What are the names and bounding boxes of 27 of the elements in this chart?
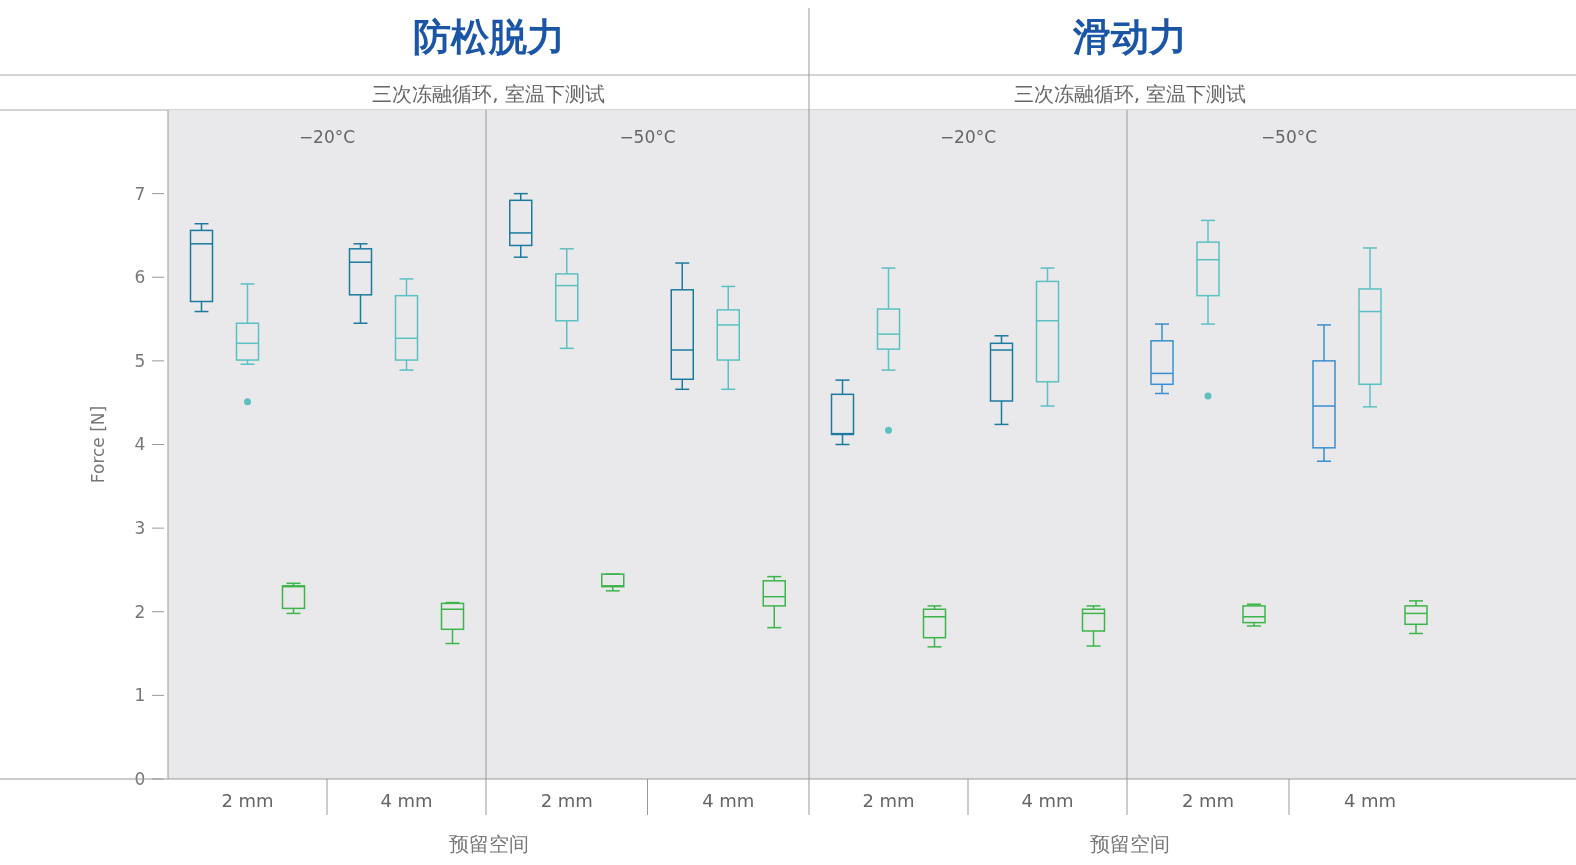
y-tick-label: 6 xyxy=(134,267,146,288)
y-tick-label: 3 xyxy=(134,518,146,539)
x-axis-title: 预留空间 xyxy=(1090,832,1170,856)
y-tick-label: 5 xyxy=(134,350,146,371)
x-tick-label: 2 mm xyxy=(1181,790,1235,811)
y-axis-title: Force [N] xyxy=(88,405,108,484)
y-tick-label: 4 xyxy=(134,434,146,455)
annotation: −20°C xyxy=(939,127,997,147)
chart-subtitle: 三次冻融循环, 室温下测试 xyxy=(1013,82,1247,106)
y-tick-label: 0 xyxy=(134,768,146,789)
chart-title: 滑动力 xyxy=(1072,15,1187,59)
y-tick-label: 7 xyxy=(134,183,146,204)
x-tick-label: 4 mm xyxy=(1343,790,1397,811)
x-tick-label: 4 mm xyxy=(1021,790,1074,811)
x-tick-label: 2 mm xyxy=(221,790,274,811)
y-tick-label: 2 xyxy=(134,601,146,622)
annotation: −50°C xyxy=(619,127,676,147)
chart-subtitle: 三次冻融循环, 室温下测试 xyxy=(372,82,605,106)
chart-title: 防松脱力 xyxy=(412,15,565,59)
x-tick-label: 4 mm xyxy=(702,790,755,811)
y-tick-label: 1 xyxy=(134,685,146,706)
x-tick-label: 2 mm xyxy=(862,790,915,811)
annotation: −20°C xyxy=(298,127,356,147)
annotation: −50°C xyxy=(1260,127,1318,147)
x-tick-label: 2 mm xyxy=(540,790,593,811)
x-axis-title: 预留空间 xyxy=(448,832,529,856)
x-tick-label: 4 mm xyxy=(380,790,433,811)
